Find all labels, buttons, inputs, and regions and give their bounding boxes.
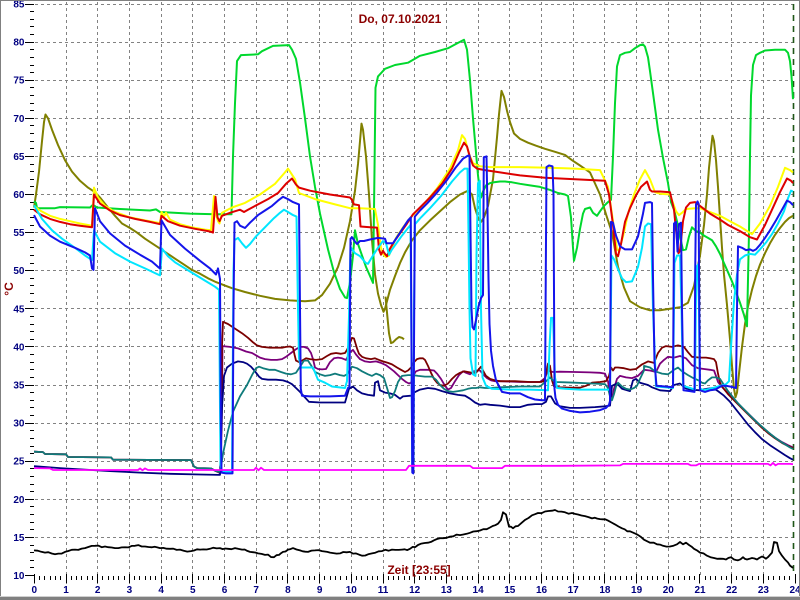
svg-text:4: 4 xyxy=(158,585,164,596)
svg-text:°C: °C xyxy=(2,282,16,296)
svg-text:35: 35 xyxy=(13,381,25,392)
svg-text:Do, 07.10.2021: Do, 07.10.2021 xyxy=(359,12,442,26)
svg-text:1: 1 xyxy=(63,585,69,596)
svg-text:70: 70 xyxy=(13,114,25,125)
svg-text:30: 30 xyxy=(13,419,25,430)
svg-text:55: 55 xyxy=(13,228,25,239)
svg-text:85: 85 xyxy=(13,0,25,11)
svg-text:17: 17 xyxy=(568,585,580,596)
svg-text:16: 16 xyxy=(536,585,548,596)
svg-text:15: 15 xyxy=(13,533,25,544)
svg-text:5: 5 xyxy=(190,585,196,596)
svg-text:15: 15 xyxy=(504,585,516,596)
svg-text:14: 14 xyxy=(473,585,485,596)
svg-text:11: 11 xyxy=(378,585,389,596)
svg-text:80: 80 xyxy=(13,38,25,49)
svg-text:24: 24 xyxy=(790,585,800,596)
svg-text:Zeit [23:55]: Zeit [23:55] xyxy=(387,563,450,577)
svg-text:23: 23 xyxy=(758,585,770,596)
svg-text:8: 8 xyxy=(285,585,291,596)
svg-text:22: 22 xyxy=(726,585,738,596)
svg-text:3: 3 xyxy=(127,585,133,596)
svg-text:6: 6 xyxy=(222,585,228,596)
svg-text:12: 12 xyxy=(409,585,421,596)
svg-text:2: 2 xyxy=(95,585,101,596)
svg-text:20: 20 xyxy=(13,495,25,506)
svg-text:60: 60 xyxy=(13,190,25,201)
svg-text:40: 40 xyxy=(13,342,25,353)
svg-text:21: 21 xyxy=(694,585,706,596)
svg-text:25: 25 xyxy=(13,457,25,468)
svg-text:10: 10 xyxy=(346,585,358,596)
svg-text:75: 75 xyxy=(13,76,25,87)
svg-text:9: 9 xyxy=(317,585,323,596)
svg-text:65: 65 xyxy=(13,152,25,163)
svg-text:10: 10 xyxy=(13,571,25,582)
svg-text:50: 50 xyxy=(13,266,25,277)
svg-text:19: 19 xyxy=(631,585,643,596)
svg-text:0: 0 xyxy=(32,585,38,596)
svg-text:20: 20 xyxy=(663,585,675,596)
svg-text:18: 18 xyxy=(599,585,611,596)
svg-text:45: 45 xyxy=(13,304,25,315)
svg-text:13: 13 xyxy=(441,585,453,596)
svg-text:7: 7 xyxy=(253,585,259,596)
